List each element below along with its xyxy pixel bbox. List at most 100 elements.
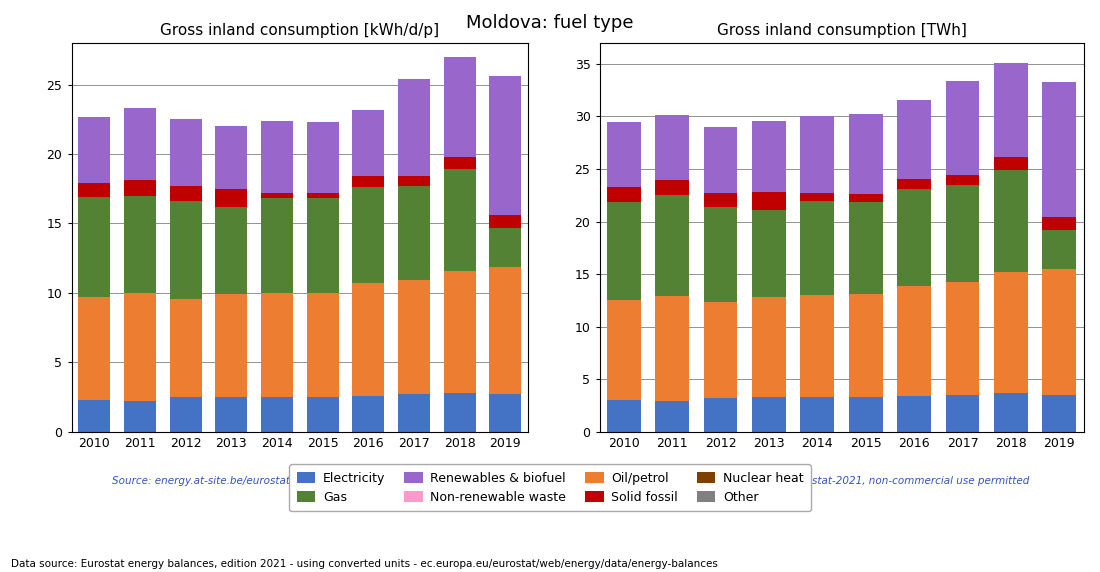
Bar (352, 110, 384, 176)
Legend: Electricity, Gas, Renewables & biofuel, Non-renewable waste, Oil/petrol, Solid f: Electricity, Gas, Renewables & biofuel, … (289, 464, 811, 511)
Bar (307, 198, 339, 293)
Bar (849, 194, 882, 202)
Bar (398, 79, 430, 176)
Bar (169, 186, 201, 201)
Bar (607, 122, 640, 187)
Bar (607, 187, 640, 202)
Bar (898, 396, 931, 432)
Bar (1043, 395, 1076, 432)
Bar (994, 157, 1027, 170)
Bar (490, 215, 521, 228)
Bar (398, 186, 430, 280)
Bar (849, 114, 882, 194)
Bar (946, 176, 979, 185)
Bar (898, 100, 931, 178)
Bar (849, 397, 882, 432)
Bar (1043, 230, 1076, 269)
Bar (352, 188, 384, 283)
Bar (78, 117, 110, 183)
Bar (216, 397, 248, 432)
Text: Source: energy.at-site.be/eurostat-2021, non-commercial use permitted: Source: energy.at-site.be/eurostat-2021,… (112, 476, 487, 486)
Bar (752, 210, 785, 297)
Bar (704, 193, 737, 207)
Bar (607, 400, 640, 432)
Bar (656, 180, 689, 195)
Bar (1043, 82, 1076, 217)
Text: Data source: Eurostat energy balances, edition 2021 - using converted units - ec: Data source: Eurostat energy balances, e… (11, 559, 718, 569)
Bar (398, 280, 430, 394)
Bar (656, 402, 689, 432)
Bar (801, 117, 834, 193)
Bar (443, 57, 475, 157)
Bar (216, 295, 248, 397)
Bar (216, 126, 248, 189)
Bar (801, 397, 834, 432)
Bar (124, 402, 156, 432)
Bar (704, 301, 737, 398)
Bar (994, 272, 1027, 393)
Bar (898, 286, 931, 396)
Bar (490, 267, 521, 394)
Bar (1043, 217, 1076, 230)
Bar (801, 295, 834, 397)
Bar (352, 283, 384, 396)
Bar (307, 397, 339, 432)
Bar (752, 297, 785, 397)
Title: Gross inland consumption [kWh/d/p]: Gross inland consumption [kWh/d/p] (161, 22, 439, 38)
Bar (307, 122, 339, 193)
Bar (704, 398, 737, 432)
Bar (994, 170, 1027, 272)
Bar (443, 169, 475, 271)
Bar (124, 108, 156, 180)
Bar (946, 185, 979, 281)
Bar (216, 189, 248, 207)
Bar (1043, 269, 1076, 395)
Text: Source: energy.at-site.be/eurostat-2021, non-commercial use permitted: Source: energy.at-site.be/eurostat-2021,… (653, 476, 1030, 486)
Bar (261, 121, 293, 193)
Title: Gross inland consumption [TWh]: Gross inland consumption [TWh] (716, 22, 967, 38)
Bar (443, 157, 475, 169)
Bar (752, 192, 785, 210)
Bar (352, 176, 384, 188)
Bar (398, 176, 430, 186)
Bar (216, 207, 248, 295)
Bar (261, 293, 293, 397)
Bar (752, 397, 785, 432)
Bar (352, 396, 384, 432)
Bar (607, 300, 640, 400)
Bar (801, 201, 834, 295)
Bar (490, 394, 521, 432)
Bar (607, 202, 640, 300)
Bar (78, 297, 110, 400)
Bar (490, 228, 521, 267)
Bar (704, 207, 737, 301)
Bar (946, 395, 979, 432)
Bar (169, 299, 201, 397)
Text: Moldova: fuel type: Moldova: fuel type (466, 14, 634, 32)
Bar (124, 293, 156, 402)
Bar (169, 397, 201, 432)
Bar (994, 63, 1027, 157)
Bar (78, 400, 110, 432)
Bar (849, 294, 882, 397)
Bar (78, 197, 110, 297)
Bar (994, 393, 1027, 432)
Bar (307, 193, 339, 198)
Bar (490, 76, 521, 215)
Bar (946, 281, 979, 395)
Bar (261, 198, 293, 293)
Bar (898, 189, 931, 286)
Bar (169, 120, 201, 186)
Bar (946, 81, 979, 176)
Bar (261, 397, 293, 432)
Bar (261, 193, 293, 198)
Bar (849, 202, 882, 294)
Bar (398, 394, 430, 432)
Bar (656, 296, 689, 402)
Bar (307, 293, 339, 397)
Bar (169, 201, 201, 299)
Bar (443, 271, 475, 393)
Bar (801, 193, 834, 201)
Bar (78, 183, 110, 197)
Bar (124, 180, 156, 196)
